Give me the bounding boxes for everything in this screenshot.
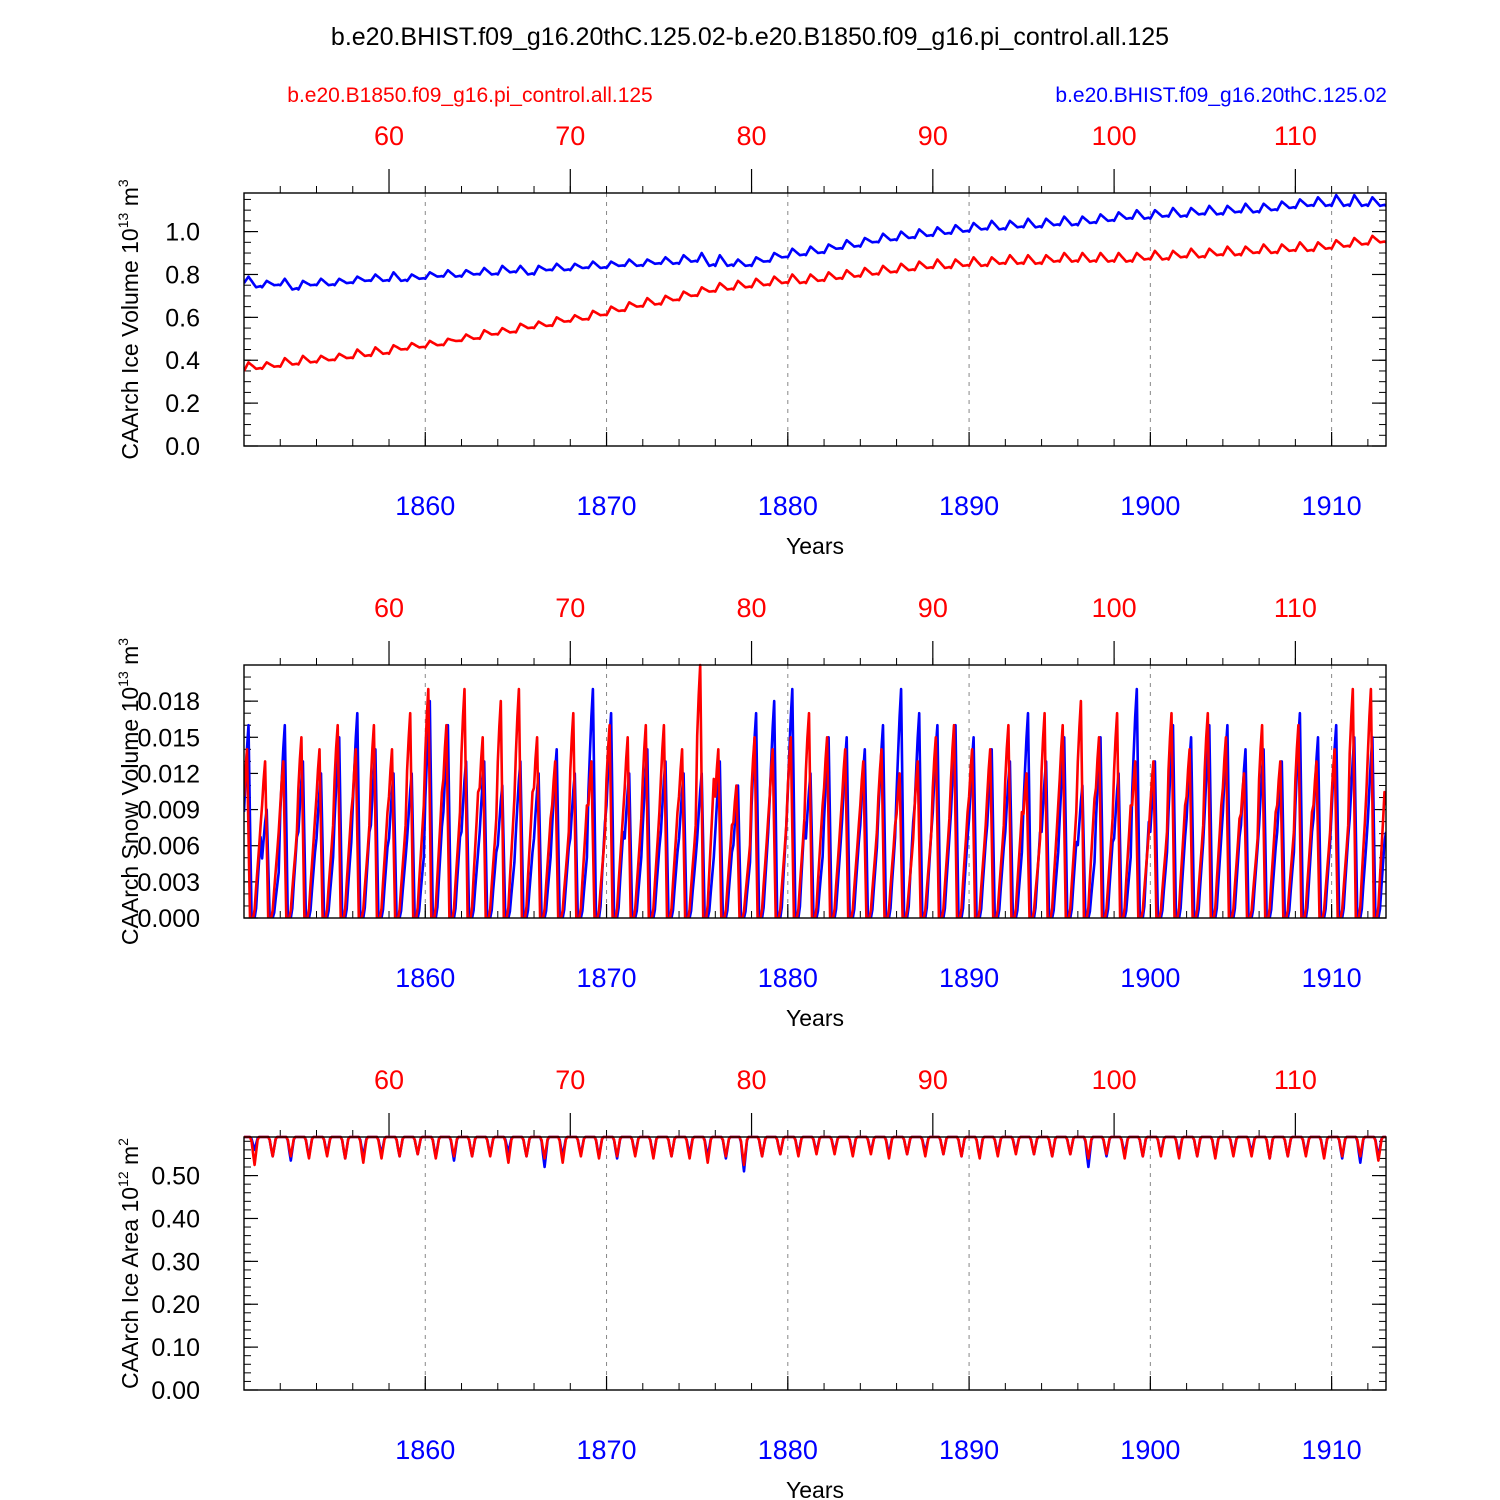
y-tick-label: 0.10 [151, 1334, 200, 1362]
x-tick-label-top: 60 [374, 121, 404, 151]
x-tick-label-top: 70 [555, 1065, 585, 1095]
y-tick-label: 0.006 [137, 833, 200, 861]
y-tick-label: 0.2 [165, 390, 200, 418]
plot-frame [243, 192, 1387, 447]
y-axis-label-unit-exp: 3 [115, 638, 131, 646]
x-tick-label-bottom: 1870 [577, 963, 637, 993]
x-tick-label-top: 100 [1092, 593, 1137, 623]
plot-frame [243, 1136, 1387, 1391]
x-tick-label-top: 80 [737, 121, 767, 151]
y-axis-label-unit: m [117, 1146, 143, 1172]
y-axis-label-exp: 13 [115, 671, 131, 687]
y-tick-label: 0.30 [151, 1248, 200, 1276]
x-tick-label-top: 80 [737, 1065, 767, 1095]
y-axis-label-unit-exp: 2 [115, 1138, 131, 1146]
x-tick-label-bottom: 1870 [577, 1435, 637, 1465]
y-tick-label: 0.8 [165, 261, 200, 289]
x-axis-label: Years [786, 1005, 844, 1031]
x-tick-label-top: 110 [1274, 121, 1317, 151]
x-tick-label-top: 60 [374, 593, 404, 623]
series-line-hist [244, 687, 1386, 918]
x-tick-label-bottom: 1910 [1302, 1435, 1362, 1465]
x-tick-label-bottom: 1890 [939, 491, 999, 521]
legend-control-label: b.e20.B1850.f09_g16.pi_control.all.125 [287, 84, 652, 107]
y-axis-label-text: CAArch Snow Volume 10 [117, 687, 143, 945]
y-axis-label: CAArch Ice Volume 1013 m3 [115, 179, 143, 460]
x-tick-label-top: 110 [1274, 1065, 1317, 1095]
x-tick-label-bottom: 1880 [758, 491, 818, 521]
x-tick-label-bottom: 1890 [939, 1435, 999, 1465]
x-tick-label-bottom: 1910 [1302, 963, 1362, 993]
x-tick-label-bottom: 1870 [577, 491, 637, 521]
y-axis-label-unit: m [117, 187, 143, 213]
x-tick-label-bottom: 1880 [758, 963, 818, 993]
x-tick-label-bottom: 1900 [1120, 963, 1180, 993]
series-line-control [244, 663, 1386, 918]
x-tick-label-top: 90 [918, 1065, 948, 1095]
y-tick-label: 0.20 [151, 1291, 200, 1319]
x-tick-label-bottom: 1890 [939, 963, 999, 993]
x-tick-label-top: 70 [555, 121, 585, 151]
x-axis-label: Years [786, 533, 844, 559]
panel-1: 0.0 0.2 0.4 0.6 0.8 1.0 1860 1870 1880 1890 1900 19… [115, 121, 1387, 559]
y-axis-label-unit: m [117, 646, 143, 672]
x-tick-label-bottom: 1880 [758, 1435, 818, 1465]
series-line-hist [244, 193, 1386, 291]
y-axis-label: CAArch Snow Volume 1013 m3 [115, 638, 143, 945]
y-axis-label: CAArch Ice Area 1012 m2 [115, 1138, 143, 1389]
y-tick-label: 0.40 [151, 1205, 200, 1233]
x-tick-label-top: 90 [918, 121, 948, 151]
panel-2: 0.000 0.003 0.006 0.009 0.012 0.015 0.018 1860 1… [115, 593, 1387, 1031]
y-tick-label: 0.000 [137, 905, 200, 933]
y-tick-label: 0.009 [137, 797, 200, 825]
x-tick-label-bottom: 1860 [395, 1435, 455, 1465]
x-tick-label-top: 80 [737, 593, 767, 623]
x-tick-label-top: 100 [1092, 1065, 1137, 1095]
y-tick-label: 0.0 [165, 433, 200, 461]
x-tick-label-top: 70 [555, 593, 585, 623]
series-line-control [244, 1135, 1386, 1167]
series-line-control [244, 234, 1386, 372]
y-tick-label: 0.4 [165, 347, 200, 375]
y-tick-label: 0.018 [137, 688, 200, 716]
x-tick-label-top: 100 [1092, 121, 1137, 151]
y-axis-label-exp: 12 [115, 1171, 131, 1187]
x-tick-label-bottom: 1860 [395, 963, 455, 993]
x-tick-label-bottom: 1900 [1120, 1435, 1180, 1465]
y-tick-label: 0.00 [151, 1377, 200, 1405]
legend-hist-label: b.e20.BHIST.f09_g16.20thC.125.02 [1055, 84, 1387, 107]
y-tick-label: 0.012 [137, 760, 200, 788]
x-tick-label-top: 110 [1274, 593, 1317, 623]
x-tick-label-bottom: 1860 [395, 491, 455, 521]
x-tick-label-bottom: 1900 [1120, 491, 1180, 521]
y-tick-label: 0.015 [137, 724, 200, 752]
y-tick-label: 0.003 [137, 869, 200, 897]
y-axis-label-unit-exp: 3 [115, 179, 131, 187]
y-axis-label-text: CAArch Ice Volume 10 [117, 228, 143, 459]
plot-frame [243, 664, 1387, 919]
y-axis-label-text: CAArch Ice Area 10 [117, 1187, 143, 1389]
y-tick-label: 0.6 [165, 304, 200, 332]
y-tick-label: 1.0 [165, 219, 200, 247]
x-tick-label-top: 90 [918, 593, 948, 623]
panels: 0.0 0.2 0.4 0.6 0.8 1.0 1860 1870 1880 1890 1900 19… [115, 121, 1387, 1500]
y-tick-label: 0.50 [151, 1163, 200, 1191]
y-axis-label-exp: 13 [115, 212, 131, 228]
x-tick-label-top: 60 [374, 1065, 404, 1095]
panel-3: 0.00 0.10 0.20 0.30 0.40 0.50 1860 1870 1880 1890… [115, 1065, 1387, 1500]
x-tick-label-bottom: 1910 [1302, 491, 1362, 521]
figure-title: b.e20.BHIST.f09_g16.20thC.125.02-b.e20.B… [331, 23, 1169, 51]
x-axis-label: Years [786, 1477, 844, 1500]
